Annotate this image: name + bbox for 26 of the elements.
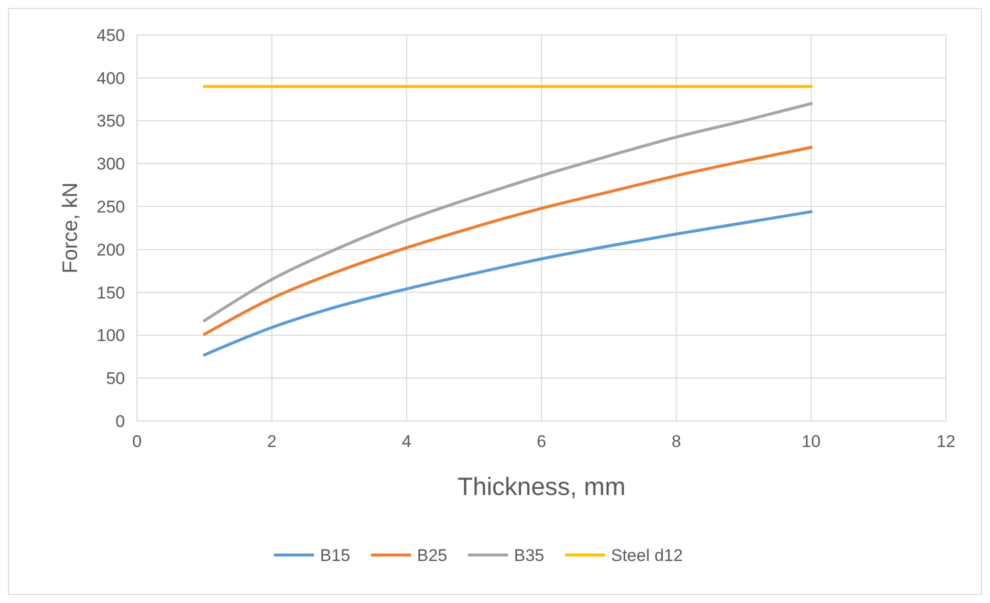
y-tick-label: 250 xyxy=(96,198,125,217)
legend-label: Steel d12 xyxy=(611,546,683,565)
x-tick-label: 2 xyxy=(267,432,277,451)
x-tick-label: 4 xyxy=(402,432,412,451)
y-tick-label: 150 xyxy=(96,283,125,302)
x-tick-label: 0 xyxy=(132,432,142,451)
legend-label: B25 xyxy=(417,546,448,565)
y-tick-label: 350 xyxy=(96,112,125,131)
line-series xyxy=(202,210,813,356)
y-tick-label: 50 xyxy=(106,369,125,388)
y-axis-title: Force, kN xyxy=(59,182,82,274)
line-series xyxy=(202,146,813,336)
legend-label: B35 xyxy=(514,546,544,565)
y-tick-label: 100 xyxy=(96,326,125,346)
line-series xyxy=(202,102,813,322)
x-tick-label: 10 xyxy=(802,432,821,451)
y-tick-label: 400 xyxy=(96,68,125,88)
y-tick-label: 450 xyxy=(96,26,125,45)
y-tick-label: 300 xyxy=(96,154,125,174)
x-tick-label: 8 xyxy=(672,432,682,451)
y-tick-label: 200 xyxy=(96,240,125,260)
x-tick-label: 12 xyxy=(936,432,956,451)
y-tick-label: 0 xyxy=(116,412,125,431)
x-axis-title: Thickness, mm xyxy=(457,473,626,501)
x-tick-label: 6 xyxy=(536,432,546,451)
legend-label: B15 xyxy=(320,546,350,565)
